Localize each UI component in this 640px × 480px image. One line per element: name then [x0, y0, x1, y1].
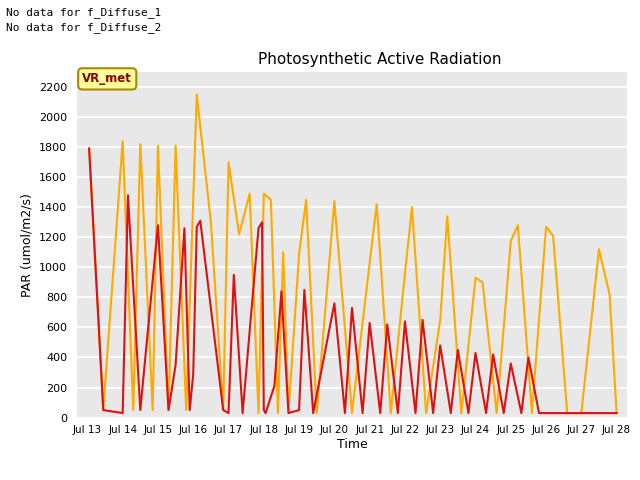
- Text: No data for f_Diffuse_1: No data for f_Diffuse_1: [6, 7, 162, 18]
- X-axis label: Time: Time: [337, 438, 367, 451]
- Text: No data for f_Diffuse_2: No data for f_Diffuse_2: [6, 22, 162, 33]
- Y-axis label: PAR (umol/m2/s): PAR (umol/m2/s): [20, 193, 33, 297]
- Legend: PAR in, PAR out: PAR in, PAR out: [259, 479, 445, 480]
- Text: VR_met: VR_met: [83, 72, 132, 85]
- Title: Photosynthetic Active Radiation: Photosynthetic Active Radiation: [258, 52, 501, 67]
